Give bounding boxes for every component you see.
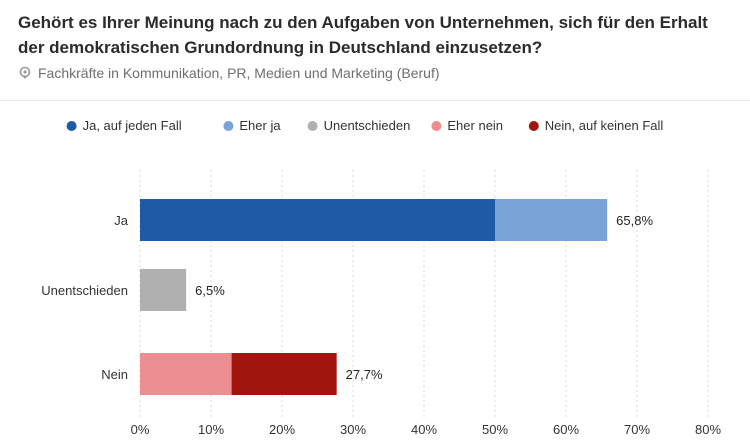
legend-label-ja-auf-jeden-fall: Ja, auf jeden Fall xyxy=(83,118,182,133)
x-tick-label: 60% xyxy=(553,422,579,437)
x-tick-label: 70% xyxy=(624,422,650,437)
chart-header: Gehört es Ihrer Meinung nach zu den Aufg… xyxy=(18,10,738,81)
filter-icon xyxy=(19,66,31,79)
bar-segment-nein-nein-auf-keinen-fall xyxy=(231,353,337,395)
x-tick-label: 80% xyxy=(695,422,721,437)
data-label-ja: 65,8% xyxy=(616,213,653,228)
x-tick-label: 40% xyxy=(411,422,437,437)
x-tick-label: 50% xyxy=(482,422,508,437)
chart-title: Gehört es Ihrer Meinung nach zu den Aufg… xyxy=(18,13,708,57)
x-tick-label: 0% xyxy=(131,422,150,437)
data-label-nein: 27,7% xyxy=(346,367,383,382)
legend-marker-nein-auf-keinen-fall xyxy=(528,121,539,131)
bar-segment-unentschieden-unentschieden xyxy=(140,269,187,311)
x-tick-label: 30% xyxy=(340,422,366,437)
bar-segment-nein-eher-nein xyxy=(140,353,232,395)
legend-label-nein-auf-keinen-fall: Nein, auf keinen Fall xyxy=(545,118,664,133)
legend-marker-eher-ja xyxy=(223,121,234,131)
category-label-nein: Nein xyxy=(101,367,128,382)
chart-subtitle: Fachkräfte in Kommunikation, PR, Medien … xyxy=(18,65,738,81)
subtitle-text: Fachkräfte in Kommunikation, PR, Medien … xyxy=(38,65,440,81)
legend-label-eher-ja: Eher ja xyxy=(239,118,281,133)
x-tick-label: 20% xyxy=(269,422,295,437)
legend-marker-ja-auf-jeden-fall xyxy=(66,121,77,131)
bar-segment-ja-eher-ja xyxy=(495,199,608,241)
category-label-unentschieden: Unentschieden xyxy=(41,283,128,298)
legend-label-unentschieden: Unentschieden xyxy=(324,118,411,133)
legend-marker-eher-nein xyxy=(431,121,442,131)
data-label-unentschieden: 6,5% xyxy=(195,283,225,298)
legend-label-eher-nein: Eher nein xyxy=(447,118,503,133)
category-label-ja: Ja xyxy=(114,213,129,228)
x-tick-label: 10% xyxy=(198,422,224,437)
header-divider xyxy=(0,100,750,101)
bar-segment-ja-ja-auf-jeden-fall xyxy=(140,199,495,241)
legend-marker-unentschieden xyxy=(307,121,318,131)
